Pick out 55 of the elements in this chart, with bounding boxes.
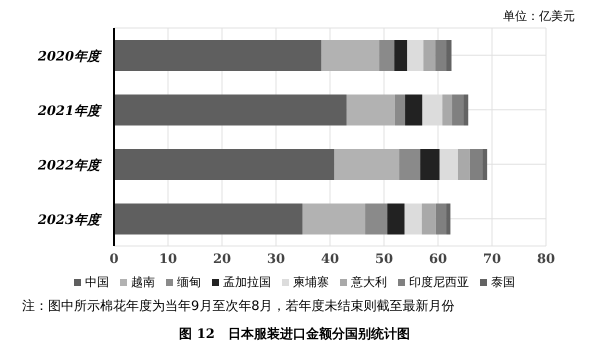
x-tick-label: 80 <box>536 252 556 268</box>
y-tick-label: 2021年度 <box>36 102 103 119</box>
bar <box>420 148 440 180</box>
bar <box>404 203 422 234</box>
bar <box>446 203 450 234</box>
bar <box>346 94 395 126</box>
bar <box>422 203 436 234</box>
text: 图 12 日本服装进口金额分国别统计图 <box>178 326 411 343</box>
legend-label: 孟加拉国 <box>222 274 271 291</box>
bar <box>394 94 406 126</box>
text: 单位：亿美元 <box>502 8 576 23</box>
y-tick-label: 2023年度 <box>36 212 103 228</box>
x-tick-label: 60 <box>428 252 448 268</box>
bar <box>442 94 452 126</box>
text: 注：图中所示棉花年度为当年9月至次年8月，若年度未结束则截至最新月份 <box>21 298 456 315</box>
bar <box>407 40 424 71</box>
x-tick-label: 40 <box>320 252 340 268</box>
bar <box>387 203 405 234</box>
bar <box>436 203 446 234</box>
legend-label: 泰国 <box>490 274 515 291</box>
bar <box>405 94 422 126</box>
bar <box>114 94 347 126</box>
legend-label: 缅甸 <box>176 274 201 291</box>
x-tick-label: 20 <box>212 252 232 268</box>
x-tick-label: 70 <box>482 252 502 268</box>
bar <box>302 203 366 234</box>
bar <box>440 148 458 180</box>
x-tick-label: 30 <box>266 252 286 268</box>
bar <box>446 40 452 71</box>
y-tick-label: 2022年度 <box>36 157 103 174</box>
bar <box>435 40 446 71</box>
legend-label: 中国 <box>84 274 109 291</box>
bar <box>334 148 400 180</box>
x-tick-label: 10 <box>158 252 178 268</box>
bar <box>452 94 464 126</box>
x-tick-label: 0 <box>109 252 119 268</box>
bar <box>399 148 420 180</box>
bar <box>463 94 468 126</box>
y-tick-label: 2020年度 <box>36 48 103 64</box>
bar <box>114 203 302 234</box>
bar <box>365 203 388 234</box>
bar <box>482 148 488 180</box>
bar <box>423 40 436 71</box>
legend-label: 印度尼西亚 <box>408 274 469 291</box>
bar <box>458 148 470 180</box>
bar <box>114 148 334 180</box>
bar <box>114 40 322 71</box>
bar <box>379 40 394 71</box>
legend-label: 意大利 <box>350 274 387 291</box>
legend-label: 越南 <box>130 274 155 291</box>
legend-label: 柬埔寨 <box>292 274 329 291</box>
bar <box>394 40 408 71</box>
bar <box>470 148 482 180</box>
x-tick-label: 50 <box>374 252 394 268</box>
bar <box>321 40 380 71</box>
